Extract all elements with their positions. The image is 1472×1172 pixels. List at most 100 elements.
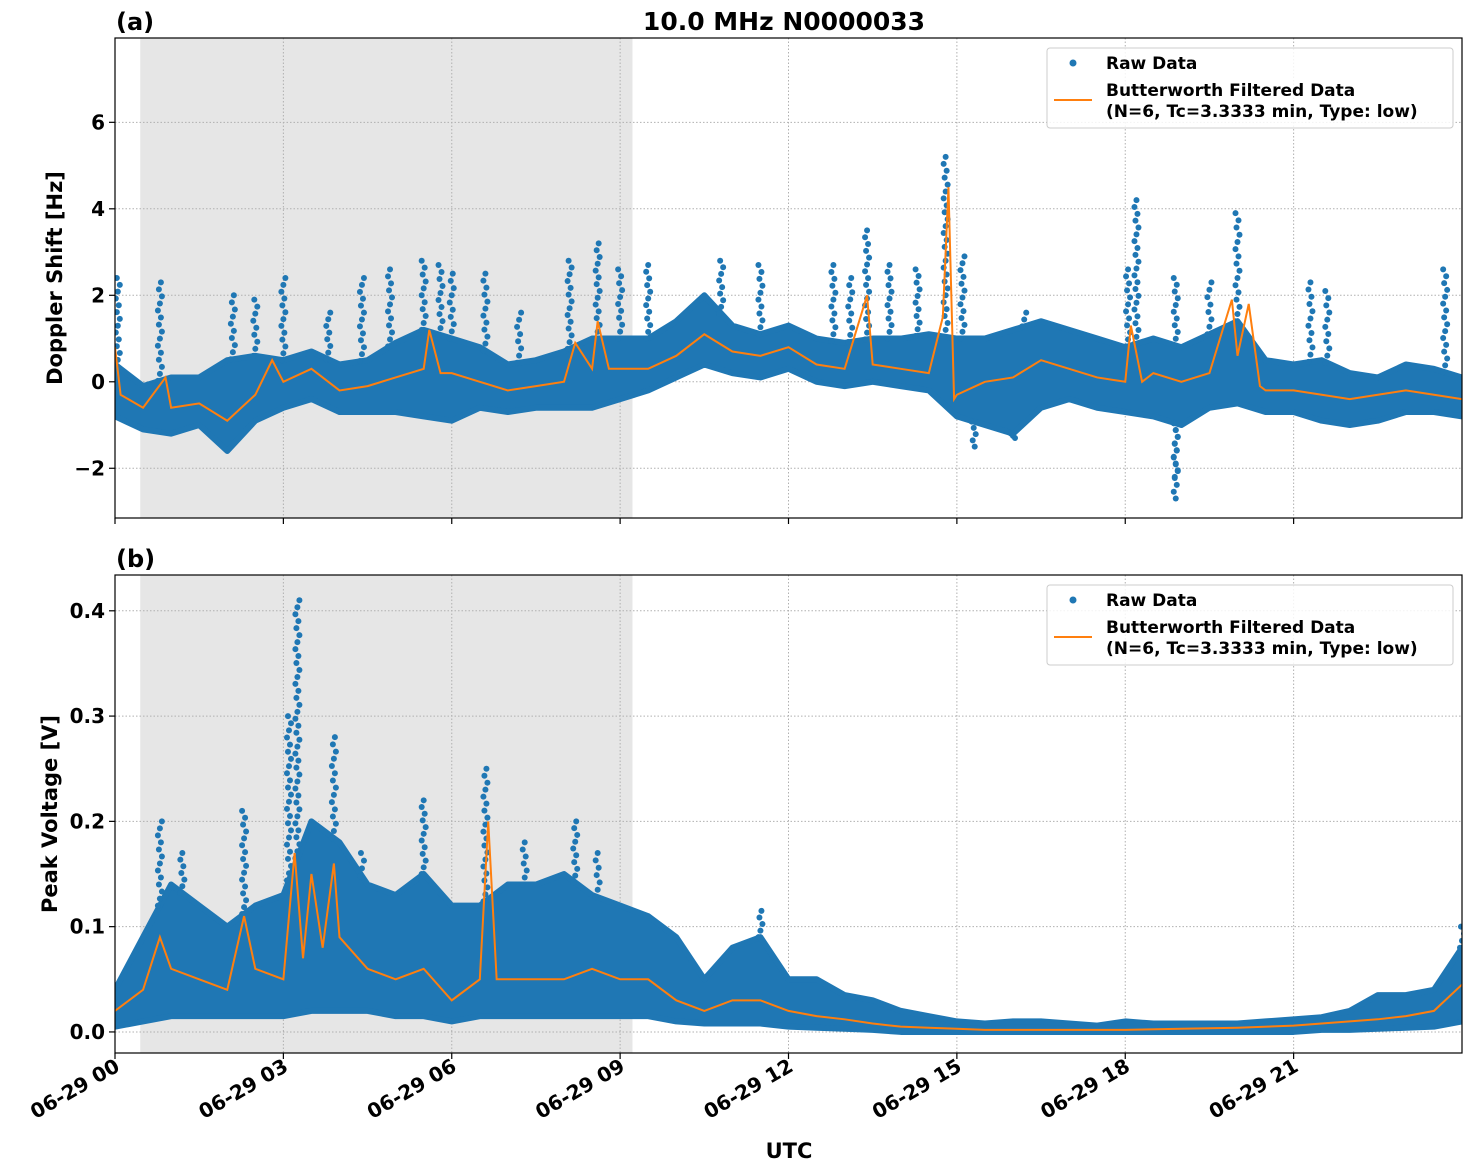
filtered-data-line (115, 187, 1462, 422)
x-tick-label: 06-29 03 (194, 1054, 292, 1124)
raw-data-point (1307, 351, 1314, 358)
raw-data-point (285, 763, 292, 770)
raw-data-point (958, 280, 965, 287)
raw-data-point (940, 195, 947, 202)
raw-data-point (866, 254, 873, 261)
raw-data-point (884, 268, 891, 275)
raw-data-point (228, 299, 235, 306)
raw-data-point (1135, 327, 1142, 334)
raw-data-point (862, 268, 869, 275)
raw-data-point (292, 611, 299, 618)
raw-data-point (115, 302, 122, 309)
raw-data-point (516, 352, 523, 359)
x-tick-label: 06-29 06 (363, 1054, 461, 1124)
raw-data-point (521, 874, 528, 881)
raw-data-point (156, 370, 163, 377)
x-tick-label: 06-29 15 (868, 1054, 966, 1124)
raw-data-point (296, 701, 303, 708)
raw-data-point (845, 303, 852, 310)
raw-data-point (915, 306, 922, 313)
raw-data-point (566, 271, 573, 278)
raw-data-point (832, 289, 839, 296)
raw-data-point (1127, 294, 1134, 301)
raw-data-point (968, 418, 975, 425)
raw-data-point (1132, 251, 1139, 258)
raw-data-point (1132, 320, 1139, 327)
raw-data-point (518, 309, 525, 316)
raw-data-point (437, 290, 444, 297)
raw-data-point (960, 308, 967, 315)
raw-data-point (1125, 301, 1132, 308)
raw-data-point (1457, 944, 1462, 951)
raw-data-point (757, 324, 764, 331)
raw-data-point (830, 296, 837, 303)
raw-data-point (115, 275, 120, 281)
raw-data-point (293, 834, 300, 841)
raw-data-point (1174, 328, 1181, 335)
raw-data-point (157, 279, 164, 286)
raw-data-point (437, 325, 444, 332)
raw-data-point (155, 881, 162, 888)
raw-data-point (1172, 495, 1179, 502)
raw-data-point (158, 363, 165, 370)
raw-data-point (482, 270, 489, 277)
raw-data-point (242, 849, 249, 856)
raw-data-point (294, 743, 301, 750)
raw-data-point (759, 282, 766, 289)
raw-data-point (331, 806, 338, 813)
raw-data-point (280, 316, 287, 323)
raw-data-point (1019, 323, 1026, 330)
raw-data-point (940, 333, 947, 340)
raw-data-point (573, 818, 580, 825)
raw-data-point (514, 323, 521, 330)
raw-data-point (329, 813, 336, 820)
raw-data-point (253, 324, 260, 331)
raw-data-point (887, 308, 894, 315)
raw-data-point (1235, 217, 1242, 224)
raw-data-point (386, 287, 393, 294)
raw-data-point (286, 813, 293, 820)
raw-data-point (481, 807, 488, 814)
x-axis-label: UTC (766, 1139, 813, 1163)
axes-frame (114, 37, 1463, 519)
raw-data-point (1123, 273, 1130, 280)
legend-filtered-params: (N=6, Tc=3.3333 min, Type: low) (1106, 102, 1418, 122)
raw-data-point (115, 329, 119, 336)
raw-data-point (864, 261, 871, 268)
raw-data-point (1309, 344, 1316, 351)
raw-data-point (755, 331, 762, 338)
raw-data-point (448, 328, 455, 335)
legend-raw-marker (1069, 596, 1077, 604)
raw-data-point (239, 911, 246, 918)
raw-data-point (328, 799, 335, 806)
raw-data-point (521, 839, 528, 846)
raw-data-point (419, 271, 426, 278)
raw-data-point (327, 309, 334, 316)
raw-data-point (1131, 238, 1138, 245)
raw-data-point (1134, 313, 1141, 320)
raw-data-point (283, 841, 290, 848)
x-tick-label: 06-29 21 (1205, 1054, 1303, 1124)
raw-data-point (829, 282, 836, 289)
raw-data-point (155, 286, 162, 293)
raw-data-point (279, 336, 286, 343)
raw-data-point (418, 871, 425, 878)
raw-data-point (483, 800, 490, 807)
raw-data-point (957, 267, 964, 274)
raw-data-point (419, 817, 426, 824)
raw-data-point (957, 335, 964, 342)
raw-data-point (295, 618, 302, 625)
raw-data-point (616, 280, 623, 287)
raw-data-point (887, 275, 894, 282)
raw-data-point (1442, 362, 1449, 369)
raw-data-point (387, 336, 394, 343)
raw-data-point (158, 853, 165, 860)
raw-data-point (1207, 301, 1214, 308)
raw-data-point (284, 855, 291, 862)
raw-data-point (154, 342, 161, 349)
raw-data-point (568, 332, 575, 339)
raw-data-point (158, 818, 165, 825)
raw-data-point (888, 322, 895, 329)
raw-data-point (294, 673, 301, 680)
raw-data-point (1307, 279, 1314, 286)
